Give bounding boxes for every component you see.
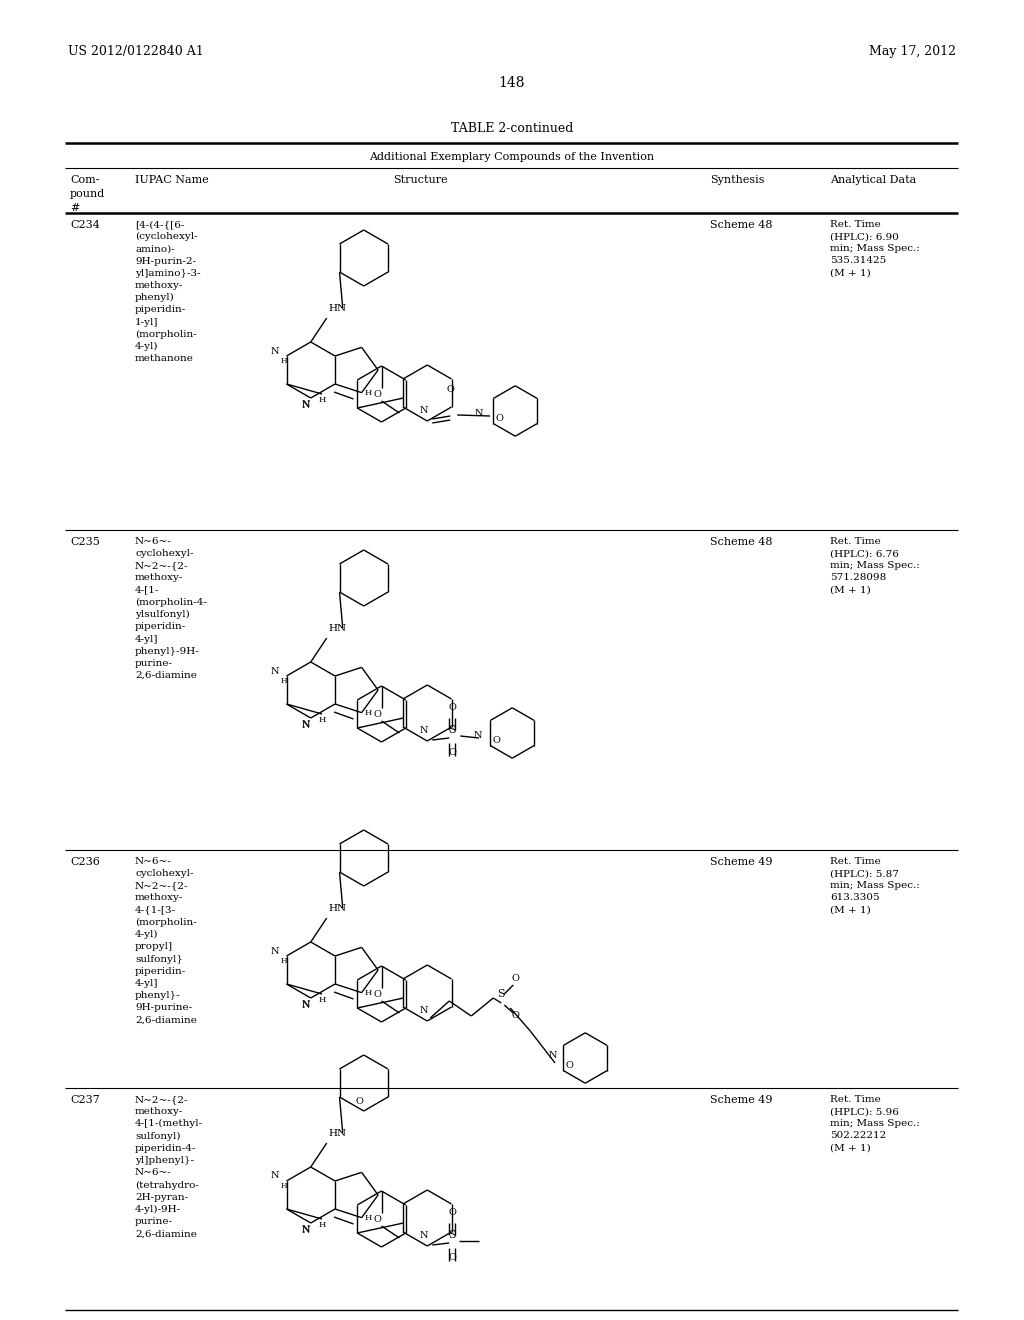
Text: N: N bbox=[301, 1001, 310, 1010]
Text: H: H bbox=[281, 677, 287, 685]
Text: O: O bbox=[493, 737, 501, 744]
Text: N: N bbox=[301, 721, 310, 730]
Text: N: N bbox=[474, 730, 482, 739]
Text: O: O bbox=[374, 710, 382, 719]
Text: O: O bbox=[449, 1208, 456, 1217]
Text: N: N bbox=[420, 726, 428, 735]
Text: N: N bbox=[475, 408, 483, 417]
Text: C234: C234 bbox=[70, 220, 100, 230]
Text: O: O bbox=[496, 414, 504, 424]
Text: Structure: Structure bbox=[392, 176, 447, 185]
Text: N~2~-{2-
methoxy-
4-[1-(methyl-
sulfonyl)
piperidin-4-
yl]phenyl}-
N~6~-
(tetrah: N~2~-{2- methoxy- 4-[1-(methyl- sulfonyl… bbox=[135, 1096, 203, 1238]
Text: H: H bbox=[365, 388, 372, 396]
Text: IUPAC Name: IUPAC Name bbox=[135, 176, 209, 185]
Text: N: N bbox=[301, 1001, 310, 1008]
Text: Scheme 49: Scheme 49 bbox=[710, 857, 772, 867]
Text: HN: HN bbox=[329, 904, 347, 913]
Text: S: S bbox=[449, 1230, 456, 1239]
Text: Analytical Data: Analytical Data bbox=[830, 176, 916, 185]
Text: N: N bbox=[301, 1225, 310, 1234]
Text: Scheme 48: Scheme 48 bbox=[710, 220, 772, 230]
Text: N: N bbox=[270, 346, 279, 355]
Text: N: N bbox=[270, 1172, 279, 1180]
Text: Additional Exemplary Compounds of the Invention: Additional Exemplary Compounds of the In… bbox=[370, 152, 654, 162]
Text: Scheme 49: Scheme 49 bbox=[710, 1096, 772, 1105]
Text: N: N bbox=[301, 719, 310, 729]
Text: O: O bbox=[374, 990, 382, 999]
Text: Synthesis: Synthesis bbox=[710, 176, 765, 185]
Text: S: S bbox=[449, 725, 456, 735]
Text: Com-
pound
#: Com- pound # bbox=[70, 176, 105, 213]
Text: H: H bbox=[281, 1181, 287, 1191]
Text: N: N bbox=[270, 946, 279, 956]
Text: N: N bbox=[420, 1232, 428, 1239]
Text: N~6~-
cyclohexyl-
N~2~-{2-
methoxy-
4-{1-[3-
(morpholin-
4-yl)
propyl]
sulfonyl}: N~6~- cyclohexyl- N~2~-{2- methoxy- 4-{1… bbox=[135, 857, 197, 1024]
Text: Ret. Time
(HPLC): 6.76
min; Mass Spec.:
571.28098
(M + 1): Ret. Time (HPLC): 6.76 min; Mass Spec.: … bbox=[830, 537, 920, 594]
Text: N: N bbox=[420, 407, 428, 414]
Text: Ret. Time
(HPLC): 5.87
min; Mass Spec.:
613.3305
(M + 1): Ret. Time (HPLC): 5.87 min; Mass Spec.: … bbox=[830, 857, 920, 915]
Text: O: O bbox=[355, 1097, 364, 1106]
Text: 148: 148 bbox=[499, 77, 525, 90]
Text: HN: HN bbox=[329, 304, 347, 313]
Text: Ret. Time
(HPLC): 6.90
min; Mass Spec.:
535.31425
(M + 1): Ret. Time (HPLC): 6.90 min; Mass Spec.: … bbox=[830, 220, 920, 277]
Text: N: N bbox=[301, 401, 310, 411]
Text: Ret. Time
(HPLC): 5.96
min; Mass Spec.:
502.22212
(M + 1): Ret. Time (HPLC): 5.96 min; Mass Spec.: … bbox=[830, 1096, 920, 1152]
Text: N: N bbox=[301, 1226, 310, 1236]
Text: H: H bbox=[365, 1213, 372, 1221]
Text: O: O bbox=[565, 1061, 573, 1071]
Text: N: N bbox=[301, 400, 310, 409]
Text: H: H bbox=[318, 715, 326, 723]
Text: May 17, 2012: May 17, 2012 bbox=[869, 45, 956, 58]
Text: H: H bbox=[365, 709, 372, 717]
Text: C236: C236 bbox=[70, 857, 100, 867]
Text: O: O bbox=[511, 974, 519, 983]
Text: N: N bbox=[420, 1006, 428, 1015]
Text: C235: C235 bbox=[70, 537, 100, 546]
Text: [4-(4-{[6-
(cyclohexyl-
amino)-
9H-purin-2-
yl]amino}-3-
methoxy-
phenyl)
piperi: [4-(4-{[6- (cyclohexyl- amino)- 9H-purin… bbox=[135, 220, 201, 363]
Text: H: H bbox=[365, 989, 372, 997]
Text: O: O bbox=[449, 704, 456, 711]
Text: HN: HN bbox=[329, 624, 347, 634]
Text: H: H bbox=[318, 997, 326, 1005]
Text: Scheme 48: Scheme 48 bbox=[710, 537, 772, 546]
Text: TABLE 2-continued: TABLE 2-continued bbox=[451, 121, 573, 135]
Text: H: H bbox=[281, 356, 287, 366]
Text: C237: C237 bbox=[70, 1096, 99, 1105]
Text: O: O bbox=[449, 1253, 456, 1262]
Text: N: N bbox=[270, 667, 279, 676]
Text: US 2012/0122840 A1: US 2012/0122840 A1 bbox=[68, 45, 204, 58]
Text: O: O bbox=[446, 385, 455, 393]
Text: N~6~-
cyclohexyl-
N~2~-{2-
methoxy-
4-[1-
(morpholin-4-
ylsulfonyl)
piperidin-
4: N~6~- cyclohexyl- N~2~-{2- methoxy- 4-[1… bbox=[135, 537, 207, 680]
Text: O: O bbox=[511, 1011, 519, 1020]
Text: N: N bbox=[549, 1052, 557, 1060]
Text: O: O bbox=[374, 389, 382, 399]
Text: H: H bbox=[318, 396, 326, 404]
Text: S: S bbox=[498, 989, 505, 999]
Text: H: H bbox=[318, 1221, 326, 1229]
Text: O: O bbox=[449, 748, 456, 756]
Text: O: O bbox=[374, 1214, 382, 1224]
Text: HN: HN bbox=[329, 1129, 347, 1138]
Text: H: H bbox=[281, 957, 287, 965]
